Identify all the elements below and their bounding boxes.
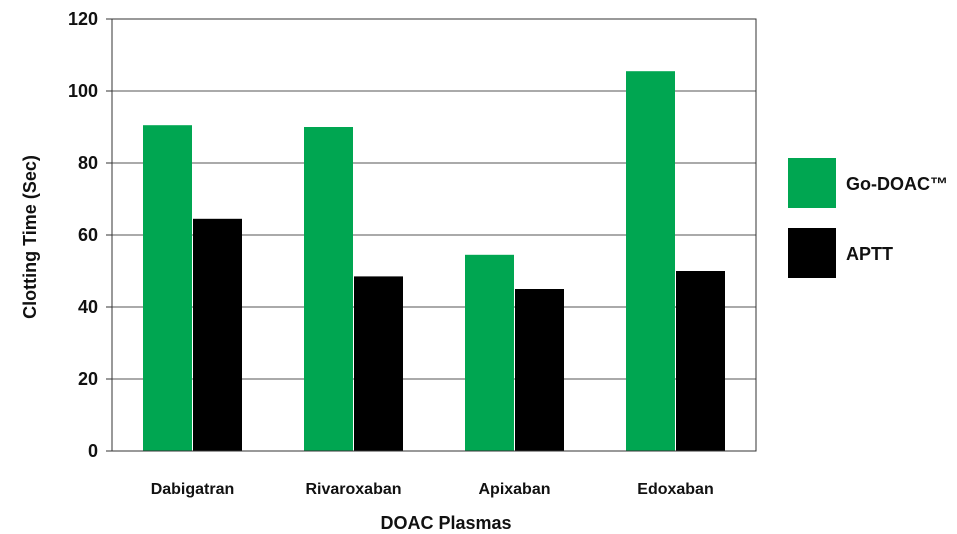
- legend-swatch-aptt: [788, 228, 836, 278]
- y-tick-label: 100: [68, 81, 98, 101]
- bar-go-doac-dabigatran: [143, 125, 192, 451]
- bar-aptt-dabigatran: [193, 218, 242, 451]
- y-tick-label: 40: [78, 297, 98, 317]
- y-tick-label: 60: [78, 225, 98, 245]
- bar-aptt-rivaroxaban: [354, 276, 403, 451]
- bar-go-doac-rivaroxaban: [304, 127, 353, 451]
- y-tick-label: 80: [78, 153, 98, 173]
- legend-swatch-go-doac: [788, 158, 836, 208]
- bar-go-doac-edoxaban: [626, 71, 675, 451]
- y-axis-title: Clotting Time (Sec): [20, 155, 40, 319]
- x-tick-label: Apixaban: [478, 481, 550, 498]
- bar-aptt-apixaban: [515, 289, 564, 451]
- bar-go-doac-apixaban: [465, 254, 514, 451]
- bar-aptt-edoxaban: [676, 271, 725, 451]
- axes: 0 20 40 60 80 100 120 Dabigatran Rivaroxaban Apix…: [68, 9, 757, 498]
- y-tick-label: 120: [68, 9, 98, 29]
- x-tick-label: Dabigatran: [151, 481, 235, 498]
- legend-label-go-doac: Go-DOAC™: [846, 174, 948, 194]
- legend-label-aptt: APTT: [846, 244, 893, 264]
- legend: Go-DOAC™ APTT: [788, 158, 948, 278]
- y-tick-label: 0: [88, 441, 98, 461]
- bars: [143, 71, 725, 451]
- x-axis-title: DOAC Plasmas: [380, 513, 511, 533]
- y-tick-label: 20: [78, 369, 98, 389]
- x-tick-label: Edoxaban: [637, 481, 713, 498]
- x-tick-label: Rivaroxaban: [305, 481, 401, 498]
